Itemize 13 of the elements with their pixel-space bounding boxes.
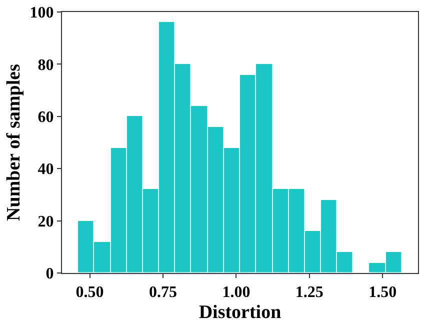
x-tick-label: 0.50 — [76, 284, 104, 302]
y-tick-label: 100 — [30, 4, 54, 22]
y-tick-label: 0 — [46, 266, 54, 283]
x-tick-label: 1.00 — [222, 284, 250, 302]
x-tick-label: 1.25 — [295, 284, 324, 302]
x-axis-title: Distortion — [198, 302, 282, 323]
x-tick-label: 1.50 — [368, 284, 397, 302]
y-tick-label: 80 — [38, 56, 54, 74]
y-tick-label: 20 — [38, 213, 54, 230]
x-tick-label: 0.75 — [149, 284, 177, 302]
y-axis-title: Number of samples — [4, 64, 25, 221]
y-tick-label: 40 — [38, 161, 54, 178]
y-tick-label: 60 — [38, 109, 54, 126]
